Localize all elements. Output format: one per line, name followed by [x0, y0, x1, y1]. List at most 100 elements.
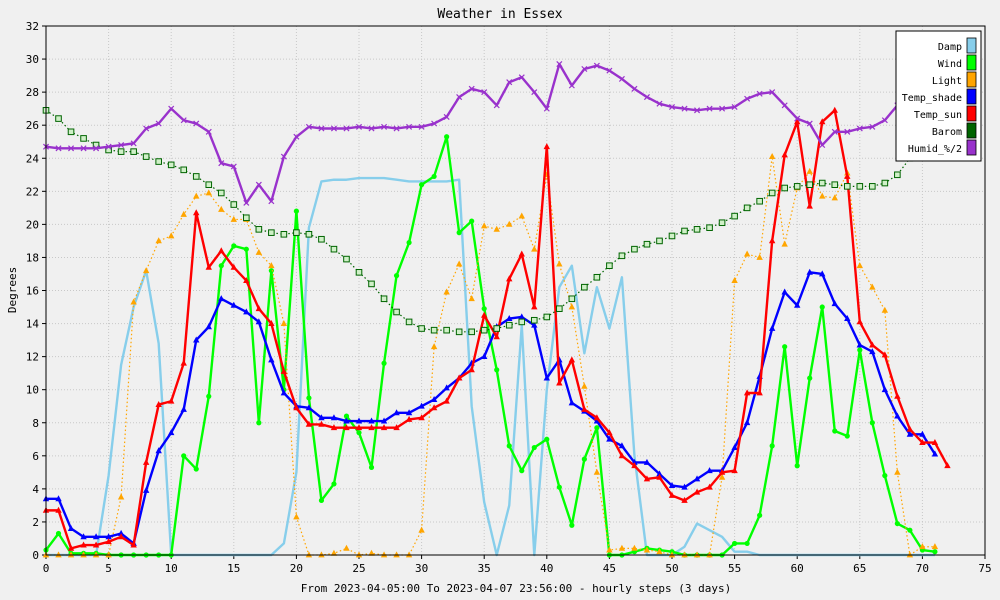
point-humid-2 — [368, 125, 375, 132]
point-wind — [807, 375, 813, 381]
point-humid-2 — [781, 102, 788, 109]
point-wind — [481, 306, 487, 312]
point-barom — [593, 273, 601, 281]
point-temp-sun — [330, 424, 338, 431]
point-temp-shade — [481, 353, 488, 360]
point-wind — [469, 218, 475, 224]
point-temp-shade — [168, 429, 175, 436]
series-light — [42, 152, 939, 558]
point-humid-2 — [168, 105, 175, 112]
point-barom — [768, 189, 776, 197]
point-temp-shade — [243, 308, 250, 315]
point-barom — [781, 184, 788, 192]
point-humid-2 — [643, 94, 650, 101]
point-barom — [581, 283, 588, 291]
point-wind — [732, 540, 738, 547]
point-wind — [869, 420, 875, 426]
y-tick-label: 18 — [26, 251, 39, 264]
point-barom — [418, 325, 425, 332]
point-humid-2 — [568, 82, 575, 89]
point-light — [931, 543, 939, 550]
point-temp-shade — [881, 386, 889, 393]
x-tick-label: 30 — [415, 562, 428, 575]
point-wind — [531, 444, 537, 451]
point-temp-shade — [80, 533, 87, 540]
point-light — [155, 237, 162, 244]
point-light — [355, 551, 363, 558]
y-tick-label: 30 — [26, 53, 39, 66]
point-wind — [494, 367, 500, 373]
point-temp-sun — [168, 397, 175, 404]
point-temp-sun — [906, 425, 914, 432]
point-humid-2 — [255, 181, 262, 188]
x-tick-label: 0 — [43, 562, 50, 575]
series-temp-shade — [42, 268, 939, 546]
point-humid-2 — [118, 142, 125, 149]
point-barom — [606, 262, 613, 270]
point-light — [105, 551, 112, 558]
point-barom — [856, 183, 864, 190]
point-temp-shade — [155, 447, 162, 454]
point-light — [593, 468, 601, 475]
point-humid-2 — [431, 120, 438, 127]
point-barom — [255, 226, 263, 233]
point-humid-2 — [406, 123, 413, 130]
point-temp-sun — [606, 429, 613, 436]
point-barom — [368, 280, 375, 288]
series-line-temp-shade — [46, 271, 936, 545]
point-humid-2 — [230, 163, 237, 170]
point-humid-2 — [856, 125, 863, 132]
y-tick-label: 26 — [26, 119, 39, 132]
x-tick-label: 25 — [352, 562, 365, 575]
point-temp-sun — [593, 414, 601, 421]
point-barom — [305, 230, 313, 238]
point-light — [643, 546, 651, 553]
point-humid-2 — [631, 85, 638, 92]
point-barom — [330, 245, 338, 253]
point-temp-shade — [405, 409, 413, 416]
point-temp-shade — [706, 467, 713, 474]
point-light — [806, 167, 813, 174]
point-barom — [793, 183, 801, 190]
point-wind — [206, 393, 212, 399]
legend-swatch-wind — [966, 54, 977, 71]
point-barom — [205, 181, 213, 188]
point-light — [55, 551, 62, 558]
point-temp-shade — [205, 323, 212, 330]
point-temp-shade — [506, 315, 513, 322]
legend-label-temp-sun: Temp_sun — [914, 110, 962, 121]
point-barom — [192, 173, 200, 180]
point-wind — [894, 520, 900, 527]
y-tick-label: 10 — [26, 384, 39, 397]
point-light — [130, 298, 137, 305]
point-barom — [430, 326, 438, 334]
point-temp-sun — [856, 318, 863, 325]
grid — [45, 25, 986, 556]
point-wind — [444, 134, 450, 140]
point-temp-sun — [243, 276, 250, 283]
point-temp-sun — [230, 263, 237, 270]
point-humid-2 — [180, 117, 187, 124]
point-light — [293, 513, 300, 520]
y-tick-label: 4 — [32, 483, 39, 496]
point-humid-2 — [205, 128, 212, 135]
legend-label-temp-shade: Temp_shade — [902, 93, 962, 104]
point-light — [919, 543, 926, 550]
point-temp-sun — [668, 491, 676, 498]
y-tick-label: 22 — [26, 185, 39, 198]
point-barom — [480, 326, 488, 334]
point-temp-sun — [518, 250, 525, 257]
point-temp-shade — [443, 384, 450, 391]
point-wind — [331, 481, 337, 487]
point-temp-shade — [894, 412, 901, 419]
point-barom — [568, 295, 576, 303]
point-wind — [744, 540, 750, 547]
point-wind — [356, 430, 362, 436]
point-light — [743, 250, 751, 257]
point-temp-shade — [819, 270, 826, 277]
point-light — [894, 468, 901, 475]
point-temp-sun — [468, 366, 475, 373]
point-temp-shade — [180, 405, 187, 412]
point-barom — [443, 326, 450, 334]
point-wind — [256, 420, 262, 426]
